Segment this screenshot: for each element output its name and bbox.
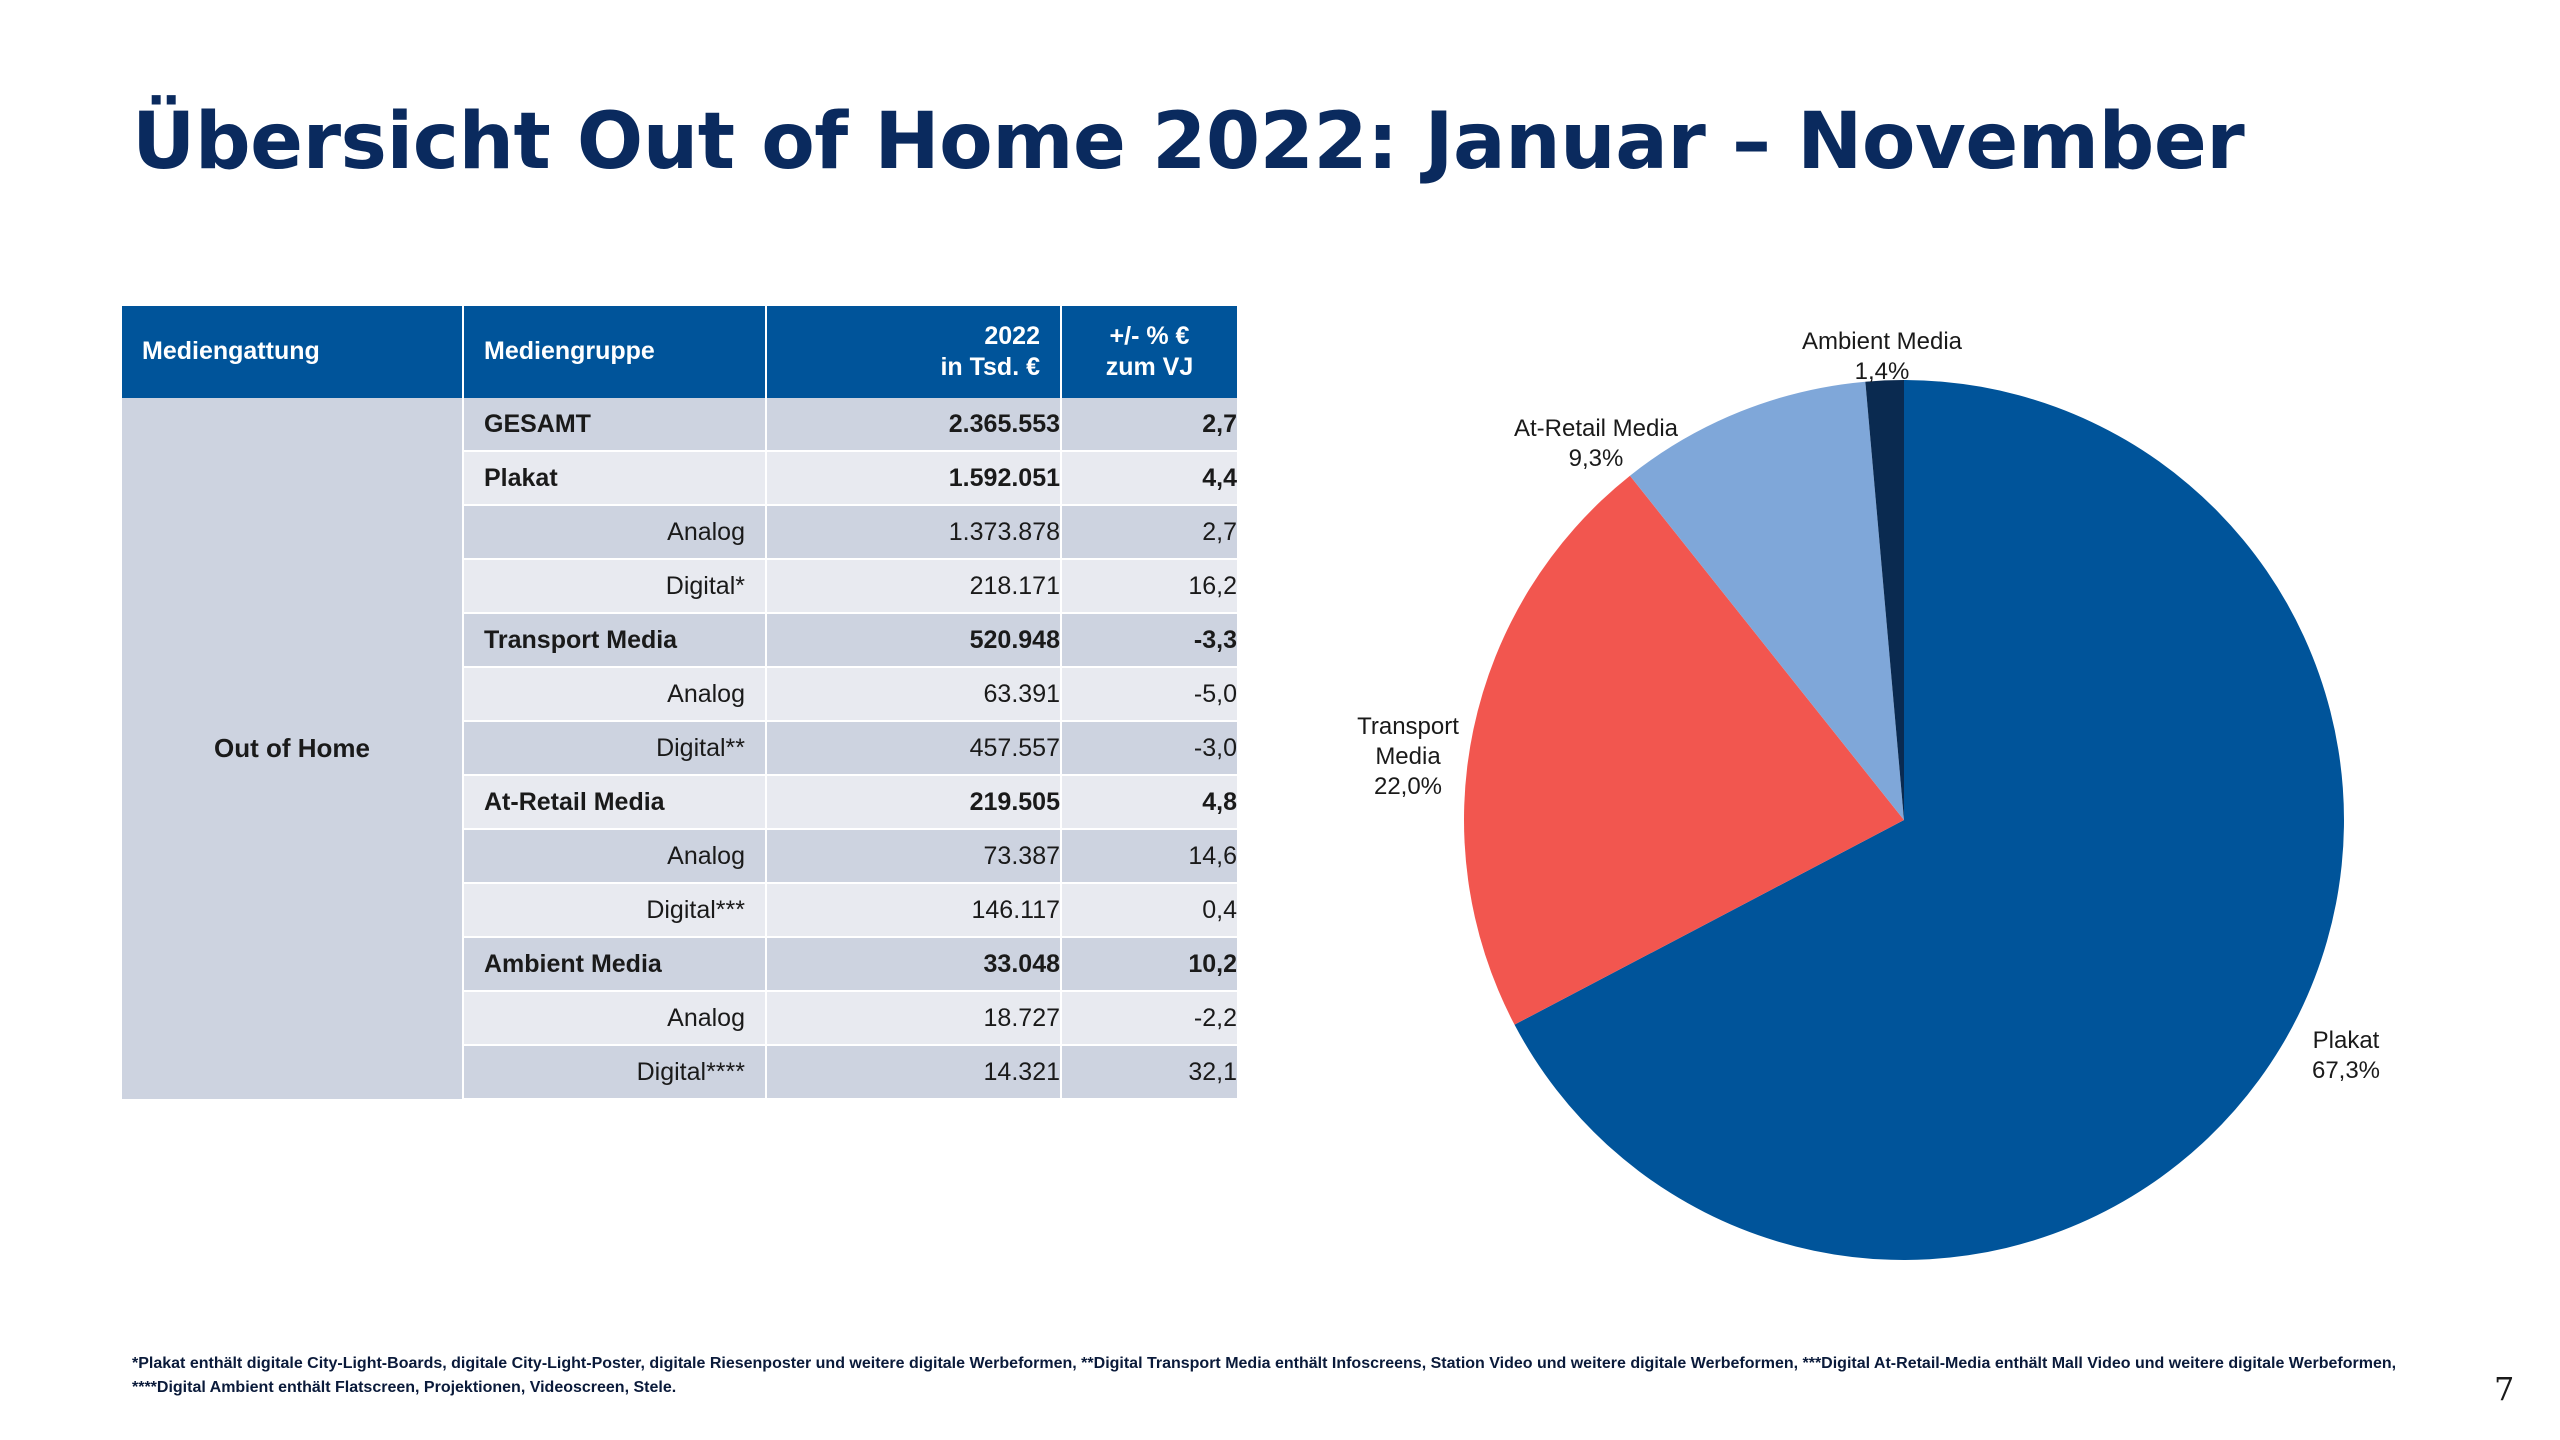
slice-name: At-Retail Media xyxy=(1514,415,1679,442)
row-change: 0,4 xyxy=(1061,883,1237,938)
row-value: 1.373.878 xyxy=(766,505,1062,560)
row-change: 16,2 xyxy=(1061,559,1237,614)
row-label: Digital* xyxy=(463,559,767,614)
header-change-line2: zum VJ xyxy=(1105,353,1194,381)
pie-slice xyxy=(1865,380,1904,820)
row-change: 10,2 xyxy=(1061,937,1237,992)
table-row: Ambient Media 33.048 10,2 xyxy=(122,937,1237,992)
table-row: Transport Media 520.948 -3,3 xyxy=(122,613,1237,668)
row-label: Analog xyxy=(463,505,767,560)
slice-name: Media xyxy=(1375,743,1441,770)
table-row: Analog 73.387 14,6 xyxy=(122,829,1237,884)
row-change: 32,1 xyxy=(1061,1045,1237,1100)
slice-percent: 67,3% xyxy=(2312,1057,2380,1084)
row-change: 2,7 xyxy=(1061,398,1237,452)
row-change: 14,6 xyxy=(1061,829,1237,884)
row-label: Digital** xyxy=(463,721,767,776)
row-value: 218.171 xyxy=(766,559,1062,614)
page-number: 7 xyxy=(2494,1370,2515,1408)
row-label: Transport Media xyxy=(463,613,767,668)
row-value: 219.505 xyxy=(766,775,1062,830)
row-change: 4,4 xyxy=(1061,451,1237,506)
pie-slice xyxy=(1514,380,2344,1260)
table-row: Digital* 218.171 16,2 xyxy=(122,559,1237,614)
table-row: At-Retail Media 219.505 4,8 xyxy=(122,775,1237,830)
row-label: Analog xyxy=(463,667,767,722)
header-mediengattung: Mediengattung xyxy=(122,306,464,398)
header-value: 2022 in Tsd. € xyxy=(766,306,1062,398)
header-change-line1: +/- % € xyxy=(1109,321,1190,350)
slice-percent: 22,0% xyxy=(1374,773,1442,800)
row-value: 14.321 xyxy=(766,1045,1062,1100)
row-value: 1.592.051 xyxy=(766,451,1062,506)
row-change: -5,0 xyxy=(1061,667,1237,722)
table-header-row: Mediengattung Mediengruppe 2022 in Tsd. … xyxy=(122,306,1237,398)
row-label: GESAMT xyxy=(463,398,767,452)
group-label: Out of Home xyxy=(122,398,464,1099)
pie-slice xyxy=(1463,475,1904,1025)
row-value: 457.557 xyxy=(766,721,1062,776)
footnote: *Plakat enthält digitale City-Light-Boar… xyxy=(132,1355,2397,1396)
table-row: Analog 1.373.878 2,7 xyxy=(122,505,1237,560)
row-value: 18.727 xyxy=(766,991,1062,1046)
row-value: 63.391 xyxy=(766,667,1062,722)
header-change: +/- % € zum VJ xyxy=(1061,306,1237,398)
table-row: Analog 18.727 -2,2 xyxy=(122,991,1237,1046)
row-change: 2,7 xyxy=(1061,505,1237,560)
row-change: 4,8 xyxy=(1061,775,1237,830)
slice-name: Plakat xyxy=(2313,1027,2380,1054)
row-value: 2.365.553 xyxy=(766,398,1062,452)
table-row: Digital**** 14.321 32,1 xyxy=(122,1045,1237,1100)
row-value: 146.117 xyxy=(766,883,1062,938)
table-row: Digital*** 146.117 0,4 xyxy=(122,883,1237,938)
slice-percent: 9,3% xyxy=(1569,445,1624,472)
row-label: Analog xyxy=(463,829,767,884)
row-label: Digital*** xyxy=(463,883,767,938)
row-change: -3,3 xyxy=(1061,613,1237,668)
table-row: Digital** 457.557 -3,0 xyxy=(122,721,1237,776)
slice-label: Plakat 67,3% xyxy=(2312,1027,2380,1084)
slice-label: At-Retail Media 9,3% xyxy=(1514,415,1679,472)
slice-name: Transport xyxy=(1357,713,1459,740)
row-change: -3,0 xyxy=(1061,721,1237,776)
row-label: At-Retail Media xyxy=(463,775,767,830)
pie-chart: Plakat 67,3% Transport Media 22,0% At-Retail … xyxy=(1357,328,2380,1260)
row-value: 520.948 xyxy=(766,613,1062,668)
row-value: 73.387 xyxy=(766,829,1062,884)
header-mediengruppe: Mediengruppe xyxy=(463,306,767,398)
table-row: Analog 63.391 -5,0 xyxy=(122,667,1237,722)
media-table: Mediengattung Mediengruppe 2022 in Tsd. … xyxy=(122,306,1237,1100)
pie-slice xyxy=(1629,381,1904,820)
slice-percent: 1,4% xyxy=(1855,358,1910,385)
row-value: 33.048 xyxy=(766,937,1062,992)
header-value-line1: 2022 xyxy=(984,321,1040,350)
header-value-line2: in Tsd. € xyxy=(940,353,1040,381)
table-row: Plakat 1.592.051 4,4 xyxy=(122,451,1237,506)
row-label: Analog xyxy=(463,991,767,1046)
row-label: Digital**** xyxy=(463,1045,767,1100)
row-change: -2,2 xyxy=(1061,991,1237,1046)
table-row: Out of Home GESAMT 2.365.553 2,7 xyxy=(122,398,1237,1099)
slice-label: Ambient Media 1,4% xyxy=(1802,328,1963,385)
slice-label: Transport Media 22,0% xyxy=(1357,713,1459,800)
row-label: Ambient Media xyxy=(463,937,767,992)
page-title: Übersicht Out of Home 2022: Januar – Nov… xyxy=(132,97,2245,187)
slice-name: Ambient Media xyxy=(1802,328,1963,355)
row-label: Plakat xyxy=(463,451,767,506)
